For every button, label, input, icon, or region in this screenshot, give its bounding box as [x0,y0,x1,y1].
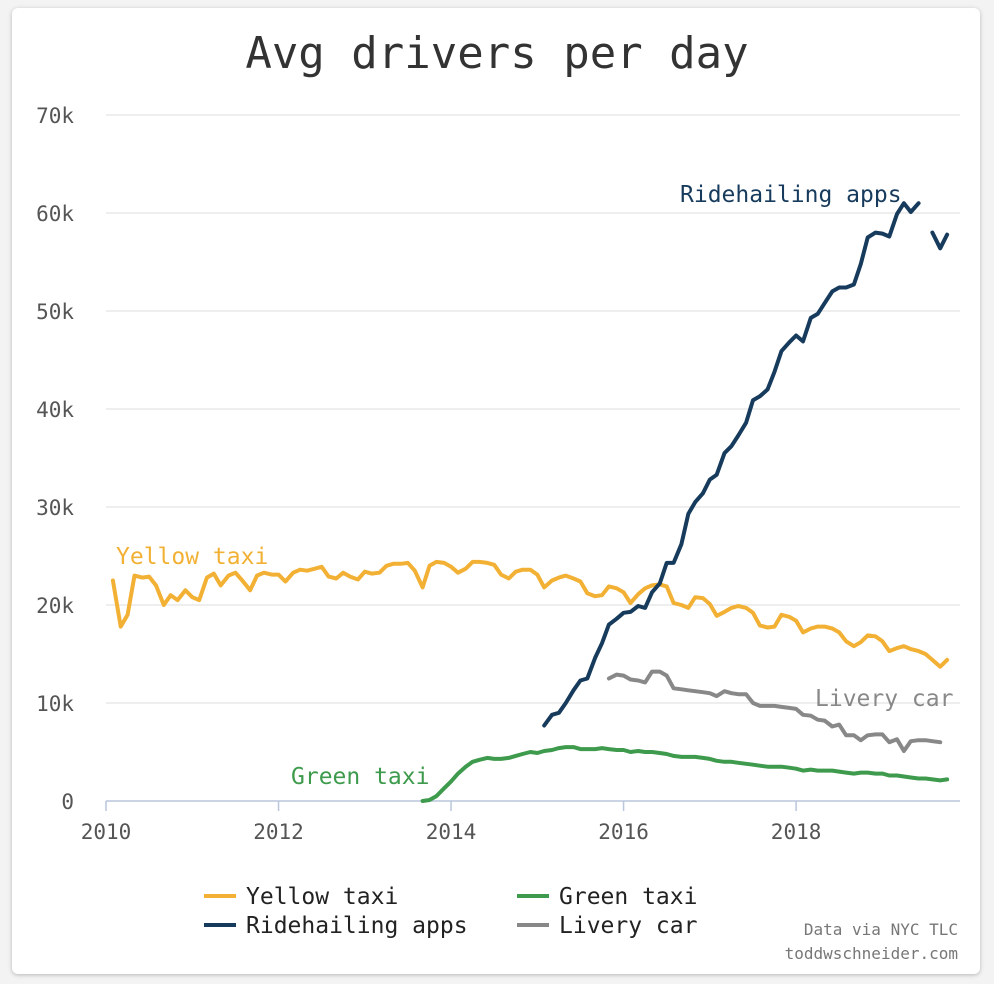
credit-source: Data via NYC TLC [804,920,958,939]
y-tick-label-10k: 10k [36,692,74,716]
legend-label-green-taxi: Green taxi [559,884,697,910]
legend-label-ridehailing-apps: Ridehailing apps [246,913,468,939]
series-line-green-taxi [420,745,950,803]
y-tick-label-70k: 70k [36,104,74,128]
chart-title: Avg drivers per day [245,28,748,79]
series-annotations: Yellow taxi Ridehailing apps Livery car … [116,182,953,790]
x-tick-label-2010: 2010 [81,820,132,844]
y-tick-label-20k: 20k [36,594,74,618]
series-line-livery-car [606,669,943,753]
x-axis-ticks: 2010 2012 2014 2016 2018 [81,801,822,844]
x-tick-label-2012: 2012 [253,820,304,844]
x-tick-label-2014: 2014 [426,820,477,844]
y-axis-ticks: 0 10k 20k 30k 40k 50k 60k 70k [36,104,74,814]
series-line-ridehailing-apps-2 [930,230,950,251]
y-tick-label-60k: 60k [36,202,74,226]
series-line-yellow-taxi [110,559,950,669]
annotation-green-taxi: Green taxi [291,764,429,790]
x-tick-label-2016: 2016 [598,820,649,844]
legend: Yellow taxi Green taxi Ridehailing apps … [204,884,697,939]
y-tick-label-0: 0 [61,790,74,814]
grid-lines [106,114,960,802]
credit-website: toddwschneider.com [785,944,958,963]
y-tick-label-50k: 50k [36,300,74,324]
chart-card [12,8,980,974]
annotation-ridehailing-apps: Ridehailing apps [680,182,902,208]
annotation-yellow-taxi: Yellow taxi [116,544,268,570]
y-tick-label-30k: 30k [36,496,74,520]
legend-label-yellow-taxi: Yellow taxi [246,884,398,910]
legend-label-livery-car: Livery car [559,913,697,939]
x-tick-label-2018: 2018 [771,820,822,844]
series-line-ridehailing-apps [542,201,921,728]
y-tick-label-40k: 40k [36,398,74,422]
annotation-livery-car: Livery car [815,686,953,712]
series-lines [110,201,950,803]
